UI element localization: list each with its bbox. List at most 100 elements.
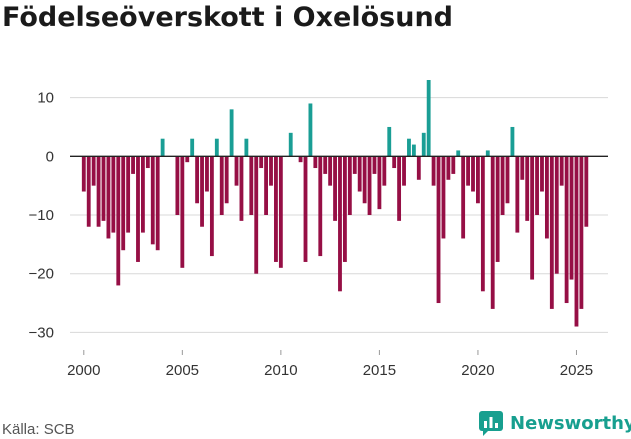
- bar[interactable]: [234, 156, 239, 186]
- bar[interactable]: [436, 156, 441, 304]
- bar[interactable]: [372, 156, 377, 174]
- bar[interactable]: [254, 156, 259, 274]
- bar[interactable]: [347, 156, 352, 215]
- bar[interactable]: [540, 156, 544, 192]
- bar[interactable]: [500, 156, 505, 215]
- bar[interactable]: [569, 156, 574, 280]
- bar[interactable]: [515, 156, 520, 233]
- bar[interactable]: [544, 156, 549, 239]
- bar[interactable]: [111, 156, 116, 233]
- bar[interactable]: [397, 156, 402, 221]
- bar[interactable]: [209, 156, 214, 257]
- bar[interactable]: [377, 156, 382, 210]
- bar[interactable]: [525, 156, 530, 221]
- bar[interactable]: [131, 156, 135, 174]
- bar[interactable]: [185, 156, 190, 163]
- bar[interactable]: [471, 156, 475, 192]
- bar[interactable]: [101, 156, 106, 221]
- bar[interactable]: [495, 156, 500, 262]
- bar[interactable]: [530, 156, 535, 280]
- bar[interactable]: [407, 138, 411, 157]
- bar[interactable]: [461, 156, 466, 239]
- bar[interactable]: [549, 156, 554, 309]
- bar[interactable]: [116, 156, 121, 286]
- bar[interactable]: [86, 156, 91, 227]
- bar[interactable]: [318, 156, 323, 257]
- bar[interactable]: [190, 138, 195, 157]
- bar[interactable]: [150, 156, 155, 245]
- bar[interactable]: [559, 156, 564, 186]
- bar[interactable]: [313, 156, 318, 169]
- bar[interactable]: [175, 156, 180, 215]
- bar[interactable]: [274, 156, 278, 262]
- bar[interactable]: [362, 156, 367, 204]
- bar[interactable]: [564, 156, 569, 304]
- bar[interactable]: [219, 156, 224, 215]
- bar[interactable]: [338, 156, 342, 292]
- bar[interactable]: [303, 156, 308, 262]
- bar[interactable]: [456, 150, 461, 157]
- bar[interactable]: [140, 156, 145, 233]
- bar[interactable]: [431, 156, 436, 186]
- bar[interactable]: [278, 156, 283, 268]
- bar[interactable]: [520, 156, 525, 180]
- bar[interactable]: [446, 156, 451, 180]
- bar[interactable]: [328, 156, 333, 186]
- bar[interactable]: [535, 156, 539, 215]
- bar[interactable]: [200, 156, 204, 227]
- bar[interactable]: [554, 156, 559, 274]
- bar[interactable]: [126, 156, 131, 233]
- bar[interactable]: [421, 132, 426, 157]
- bar[interactable]: [411, 144, 416, 157]
- bar[interactable]: [352, 156, 357, 174]
- bar[interactable]: [333, 156, 337, 221]
- bar[interactable]: [160, 138, 165, 157]
- bar[interactable]: [136, 156, 140, 262]
- bar[interactable]: [490, 156, 495, 309]
- bar[interactable]: [259, 156, 264, 169]
- bar[interactable]: [367, 156, 372, 215]
- bar[interactable]: [214, 138, 219, 157]
- bar[interactable]: [249, 156, 254, 215]
- bar[interactable]: [485, 150, 490, 157]
- bar[interactable]: [91, 156, 96, 186]
- bar[interactable]: [145, 156, 150, 169]
- bar[interactable]: [466, 156, 470, 186]
- bar[interactable]: [96, 156, 101, 227]
- bar[interactable]: [224, 156, 229, 204]
- bar[interactable]: [579, 156, 584, 309]
- bar[interactable]: [195, 156, 200, 204]
- brand-logo[interactable]: Newsworthy: [478, 410, 631, 436]
- bar[interactable]: [121, 156, 126, 251]
- bar[interactable]: [387, 126, 392, 157]
- bar[interactable]: [264, 156, 268, 215]
- bar[interactable]: [441, 156, 446, 239]
- bar[interactable]: [451, 156, 456, 174]
- bar[interactable]: [510, 126, 515, 157]
- bar[interactable]: [426, 80, 431, 157]
- bar[interactable]: [269, 156, 273, 186]
- bar[interactable]: [298, 156, 303, 163]
- bar[interactable]: [505, 156, 510, 204]
- bar[interactable]: [480, 156, 485, 292]
- bar[interactable]: [180, 156, 185, 268]
- bar[interactable]: [308, 103, 313, 157]
- bar[interactable]: [323, 156, 328, 174]
- bar[interactable]: [155, 156, 160, 251]
- bar[interactable]: [382, 156, 387, 186]
- bar[interactable]: [288, 132, 293, 157]
- bar[interactable]: [392, 156, 397, 169]
- bar[interactable]: [342, 156, 347, 262]
- bar[interactable]: [584, 156, 589, 227]
- bar[interactable]: [416, 156, 421, 180]
- bar[interactable]: [574, 156, 579, 327]
- bar[interactable]: [402, 156, 406, 186]
- bar[interactable]: [205, 156, 209, 192]
- bar[interactable]: [244, 138, 249, 157]
- bar[interactable]: [476, 156, 480, 204]
- bar[interactable]: [357, 156, 362, 192]
- bar[interactable]: [239, 156, 244, 221]
- bar[interactable]: [106, 156, 111, 239]
- bar[interactable]: [81, 156, 86, 192]
- bar[interactable]: [229, 109, 234, 157]
